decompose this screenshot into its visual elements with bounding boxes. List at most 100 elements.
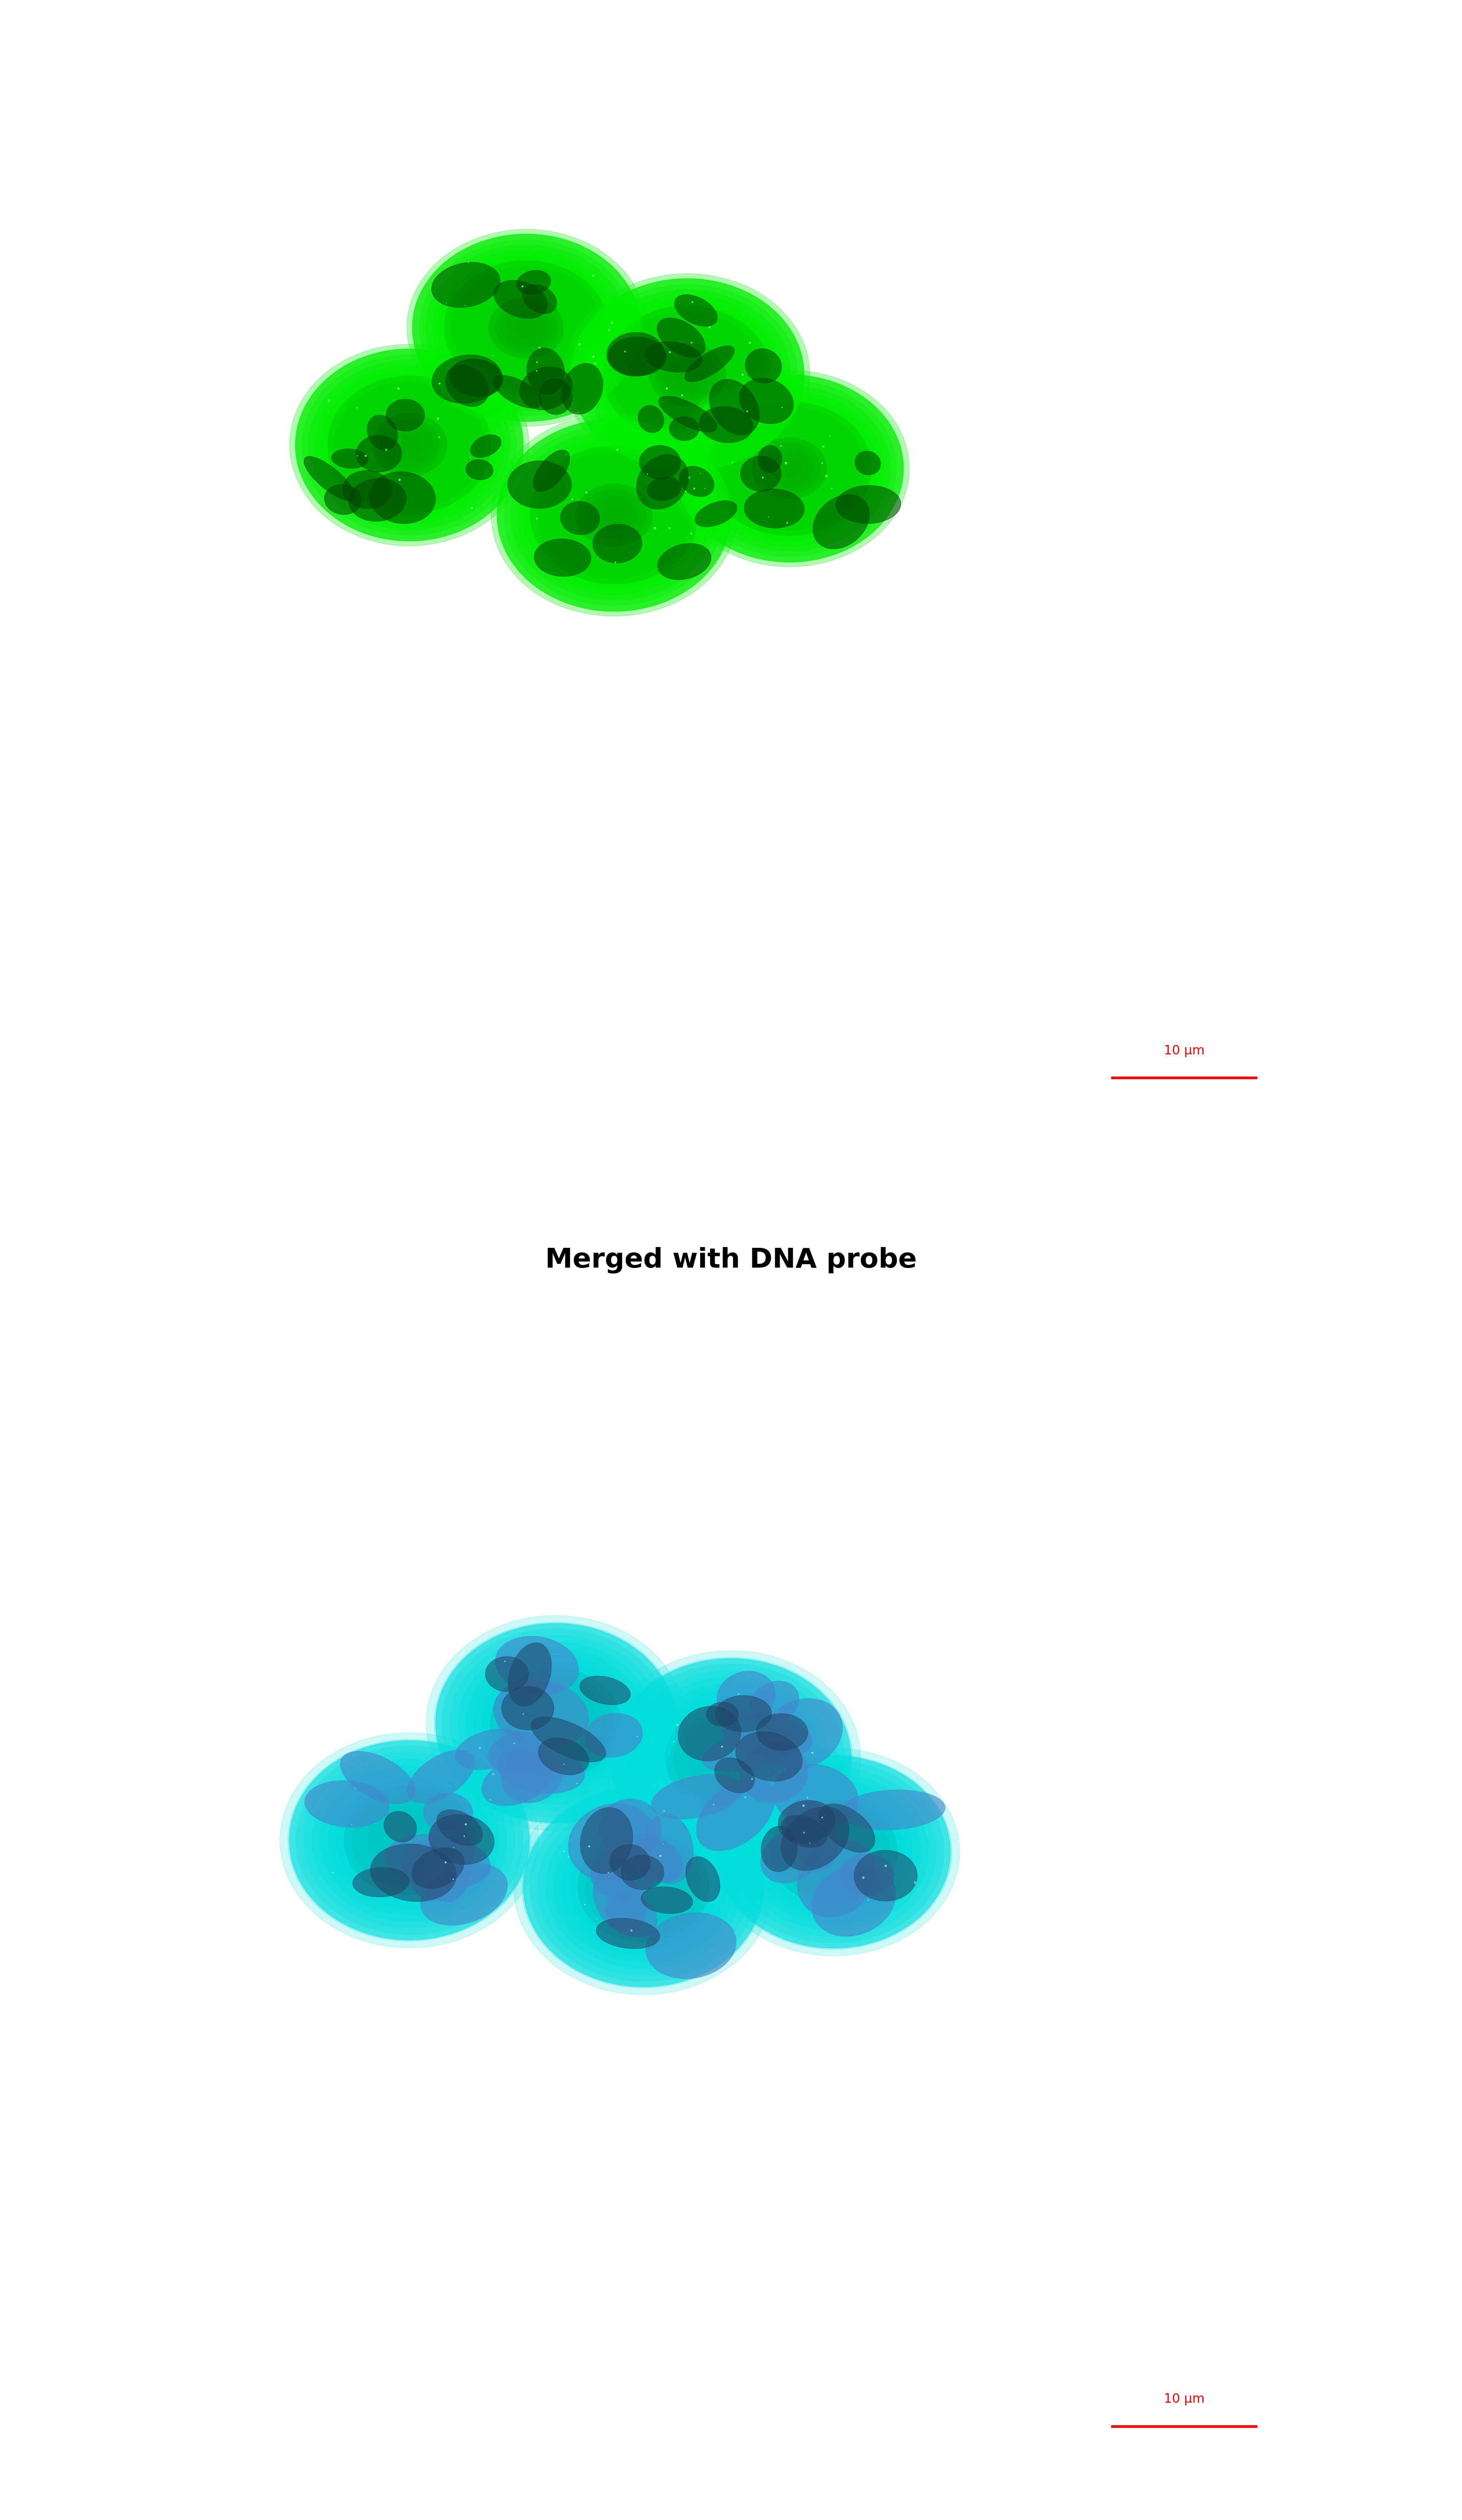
Polygon shape — [769, 1799, 898, 1905]
Ellipse shape — [446, 365, 488, 406]
Polygon shape — [770, 454, 808, 484]
Ellipse shape — [534, 451, 570, 491]
Polygon shape — [784, 464, 795, 474]
Polygon shape — [439, 255, 614, 401]
Ellipse shape — [596, 1918, 659, 1948]
Polygon shape — [518, 436, 711, 595]
Polygon shape — [344, 1787, 475, 1895]
Polygon shape — [681, 370, 693, 381]
Polygon shape — [642, 1683, 820, 1832]
Polygon shape — [366, 408, 453, 481]
Ellipse shape — [656, 318, 705, 358]
Polygon shape — [610, 1658, 852, 1860]
Polygon shape — [706, 1736, 756, 1779]
Ellipse shape — [431, 355, 501, 403]
Ellipse shape — [424, 1794, 472, 1832]
Polygon shape — [618, 1865, 668, 1908]
Polygon shape — [633, 1880, 654, 1895]
Polygon shape — [602, 1852, 684, 1923]
Polygon shape — [414, 234, 639, 421]
Polygon shape — [668, 360, 706, 391]
Polygon shape — [490, 1668, 621, 1777]
Polygon shape — [708, 1749, 959, 1956]
Ellipse shape — [686, 1857, 719, 1903]
Ellipse shape — [750, 1681, 798, 1724]
Ellipse shape — [607, 333, 664, 375]
Polygon shape — [368, 1807, 450, 1875]
Polygon shape — [586, 1840, 700, 1935]
Polygon shape — [545, 1807, 741, 1968]
Ellipse shape — [599, 1799, 661, 1860]
Polygon shape — [604, 305, 770, 444]
Polygon shape — [504, 426, 724, 605]
Polygon shape — [556, 469, 673, 562]
Ellipse shape — [756, 1714, 808, 1751]
Ellipse shape — [370, 471, 436, 524]
Ellipse shape — [684, 345, 734, 383]
Polygon shape — [681, 1716, 781, 1799]
Ellipse shape — [569, 1804, 656, 1880]
Polygon shape — [561, 1819, 725, 1956]
Polygon shape — [722, 1761, 944, 1943]
Ellipse shape — [592, 524, 642, 562]
Ellipse shape — [497, 1746, 585, 1794]
Polygon shape — [327, 1772, 491, 1908]
Polygon shape — [545, 1716, 566, 1731]
Polygon shape — [629, 328, 746, 423]
Ellipse shape — [424, 1819, 472, 1903]
Polygon shape — [713, 406, 866, 532]
Polygon shape — [515, 318, 538, 338]
Ellipse shape — [531, 1716, 605, 1761]
Polygon shape — [404, 441, 415, 451]
Polygon shape — [727, 418, 852, 519]
Ellipse shape — [466, 459, 493, 481]
Polygon shape — [474, 1656, 637, 1792]
Polygon shape — [694, 391, 885, 547]
Polygon shape — [626, 1872, 661, 1903]
Polygon shape — [765, 449, 814, 489]
Polygon shape — [316, 365, 504, 524]
Polygon shape — [341, 388, 478, 504]
Polygon shape — [746, 433, 833, 504]
Ellipse shape — [485, 1656, 528, 1691]
Polygon shape — [444, 262, 608, 396]
Polygon shape — [577, 285, 797, 466]
Polygon shape — [792, 1819, 874, 1885]
Polygon shape — [491, 413, 737, 617]
Polygon shape — [336, 1779, 482, 1903]
Polygon shape — [550, 464, 678, 570]
Ellipse shape — [797, 1840, 876, 1918]
Polygon shape — [577, 1832, 709, 1943]
Ellipse shape — [493, 375, 542, 408]
Polygon shape — [523, 1787, 763, 1986]
Polygon shape — [303, 355, 516, 534]
Polygon shape — [626, 1671, 836, 1847]
Polygon shape — [732, 423, 846, 514]
Polygon shape — [658, 1698, 804, 1819]
Polygon shape — [513, 1779, 773, 1996]
Ellipse shape — [509, 1643, 551, 1706]
Polygon shape — [399, 1832, 420, 1847]
Polygon shape — [538, 1799, 749, 1976]
Ellipse shape — [449, 360, 503, 398]
Ellipse shape — [645, 343, 702, 373]
Ellipse shape — [839, 1855, 893, 1895]
Polygon shape — [563, 474, 665, 557]
Ellipse shape — [813, 494, 870, 549]
Polygon shape — [636, 333, 738, 416]
Ellipse shape — [670, 416, 699, 441]
Polygon shape — [570, 280, 804, 471]
Polygon shape — [594, 1847, 693, 1928]
Polygon shape — [690, 1724, 772, 1792]
Polygon shape — [352, 1792, 466, 1887]
Ellipse shape — [637, 406, 664, 433]
Polygon shape — [499, 1676, 613, 1772]
Ellipse shape — [762, 1698, 842, 1769]
Polygon shape — [385, 1819, 436, 1862]
Polygon shape — [425, 1615, 686, 1830]
Polygon shape — [576, 484, 652, 547]
Polygon shape — [570, 1827, 716, 1948]
Polygon shape — [320, 1767, 499, 1915]
Polygon shape — [697, 1731, 765, 1787]
Ellipse shape — [408, 1751, 475, 1804]
